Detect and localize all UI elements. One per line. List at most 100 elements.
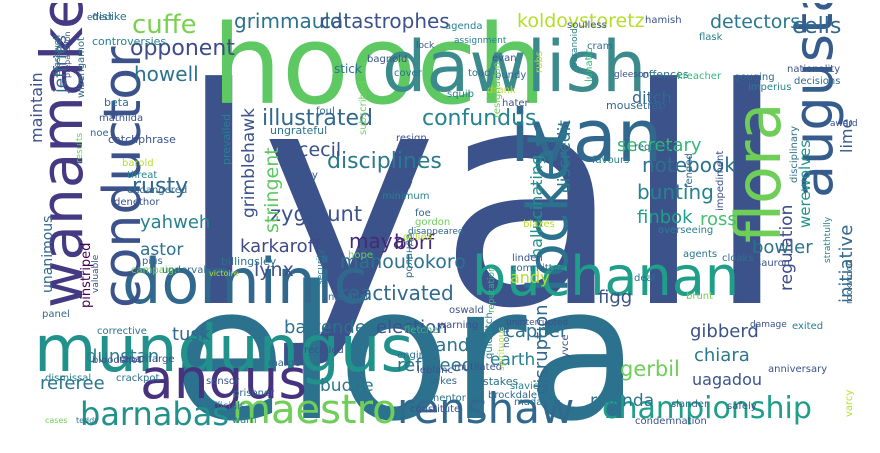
word-dismissal: dismissal: [45, 373, 91, 384]
word-dawlish: dawlish: [382, 26, 646, 108]
word-subscribed: subscribed: [358, 81, 369, 135]
word-beta: beta: [104, 96, 129, 109]
word-yahweh: yahweh: [140, 212, 210, 233]
word-stakes: stakes: [483, 375, 519, 388]
word-gouging: gouging: [734, 72, 775, 83]
word-pinstriped: pinstriped: [79, 243, 94, 308]
word-resign: resign: [396, 133, 427, 144]
word-minimum: minimum: [382, 191, 429, 202]
word-barold: barold: [122, 158, 154, 169]
word-toad: toad: [468, 68, 491, 79]
word-discredit: discredit: [555, 120, 575, 193]
word-preparation: preparation: [63, 31, 72, 78]
word-rookwood: rookwood: [845, 260, 855, 304]
word-undervalue: undervalue: [162, 265, 219, 276]
word-sauron: sauron: [756, 258, 790, 269]
word-notebook: notebook: [642, 153, 736, 177]
word-blazes: blazes: [523, 219, 555, 230]
word-prevailed: prevailed: [220, 114, 233, 165]
word-gordon: gordon: [415, 217, 450, 228]
word-bunting: bunting: [637, 180, 714, 204]
word-stick: stick: [334, 62, 362, 76]
word-fletcher: fletcher: [404, 325, 443, 336]
word-drank: drank: [487, 85, 516, 96]
word-uninterrupted: uninterrupted: [506, 318, 568, 328]
word-hooch: hooch: [212, 3, 547, 129]
word-conductor: conductor: [93, 46, 153, 308]
word-require: require: [634, 142, 670, 153]
word-impediment: impediment: [715, 151, 726, 211]
word-koldovstoretz: koldovstoretz: [517, 10, 645, 32]
word-imperius: imperius: [748, 82, 791, 93]
word-cover: cover: [394, 68, 423, 79]
word-brockdale: brockdale: [488, 390, 537, 401]
word-karkaroff: karkaroff: [240, 236, 321, 257]
word-officials: officials: [207, 401, 245, 412]
word-security: security: [316, 248, 326, 285]
word-tusk: tusk: [172, 324, 211, 345]
word-constitute: constitute: [410, 404, 460, 415]
word-campaign: campaign: [131, 265, 180, 276]
word-dislike: dislike: [92, 10, 127, 23]
word-chiara: chiara: [694, 345, 750, 366]
word-maestro: maestro: [232, 387, 397, 428]
word-foe: foe: [415, 208, 431, 219]
word-paranoid: paranoid: [570, 28, 580, 68]
word-pippi: pippi: [308, 211, 319, 236]
word-controversies: controversies: [92, 35, 166, 48]
word-mathilda: mathilda: [99, 113, 143, 124]
word-championship: championship: [602, 391, 812, 426]
word-madame: madame: [514, 397, 558, 408]
word-unanimous: unanimous: [40, 216, 56, 293]
word-leblanc: leblanc: [417, 365, 453, 376]
word-bloodshot: bloodshot: [92, 355, 141, 366]
word-maya: maya: [349, 229, 405, 253]
word-stringent: stringent: [261, 147, 283, 233]
word-narwhal: narwhal: [328, 292, 368, 303]
word-wanamaker: wanamaker: [28, 3, 96, 308]
word-refereed: refereed: [397, 355, 473, 376]
word-crackpot: crackpot: [116, 373, 159, 384]
word-assignment: assignment: [454, 36, 507, 46]
word-condemnation: condemnation: [635, 416, 707, 427]
word-bundy: bundy: [495, 70, 526, 81]
word-slavic: slavic: [510, 381, 538, 392]
word-uagadou: uagadou: [692, 370, 762, 389]
word-valuable: valuable: [91, 254, 101, 293]
word-cells: cells: [792, 14, 841, 39]
word-jeffries: jeffries: [51, 35, 71, 94]
word-hamish: hamish: [645, 15, 682, 26]
word-howell: howell: [134, 62, 199, 86]
word-effect: effect: [87, 13, 113, 23]
word-ross: ross: [700, 209, 737, 230]
word-ivan: ivan: [510, 94, 662, 178]
word-reputation: reputation: [487, 266, 497, 313]
word-lynx: lynx: [254, 259, 294, 281]
word-cases: cases: [45, 416, 68, 425]
word-cuffe: cuffe: [132, 10, 197, 40]
word-victoire: victoire: [209, 269, 239, 278]
word-favours: favours: [592, 155, 629, 166]
word-bartender: bartender: [284, 317, 374, 338]
word-gibberd: gibberd: [690, 321, 759, 342]
word-grimblehawk: grimblehawk: [239, 108, 259, 218]
word-resignation: resignation: [492, 62, 503, 118]
word-election: election: [376, 317, 448, 338]
word-figg: figg: [598, 287, 632, 308]
word-results: results: [75, 133, 85, 163]
word-disruption: disruption: [531, 304, 552, 395]
word-ditch: ditch: [632, 88, 672, 107]
word-elora: elora: [172, 246, 640, 428]
word-bandy: bandy: [424, 335, 480, 356]
word-horton: horton: [502, 318, 512, 348]
word-illustrated: illustrated: [262, 106, 373, 131]
word-oswald: oswald: [449, 305, 484, 316]
word-yvce: yvce: [560, 335, 571, 359]
word-strathtully: strathtully: [823, 216, 833, 263]
word-linden: linden: [512, 253, 543, 264]
word-warning: warning: [438, 320, 478, 331]
word-agenda: agenda: [445, 21, 482, 32]
word-pius: pius: [142, 256, 163, 267]
word-catastrophes: catastrophes: [320, 9, 450, 33]
